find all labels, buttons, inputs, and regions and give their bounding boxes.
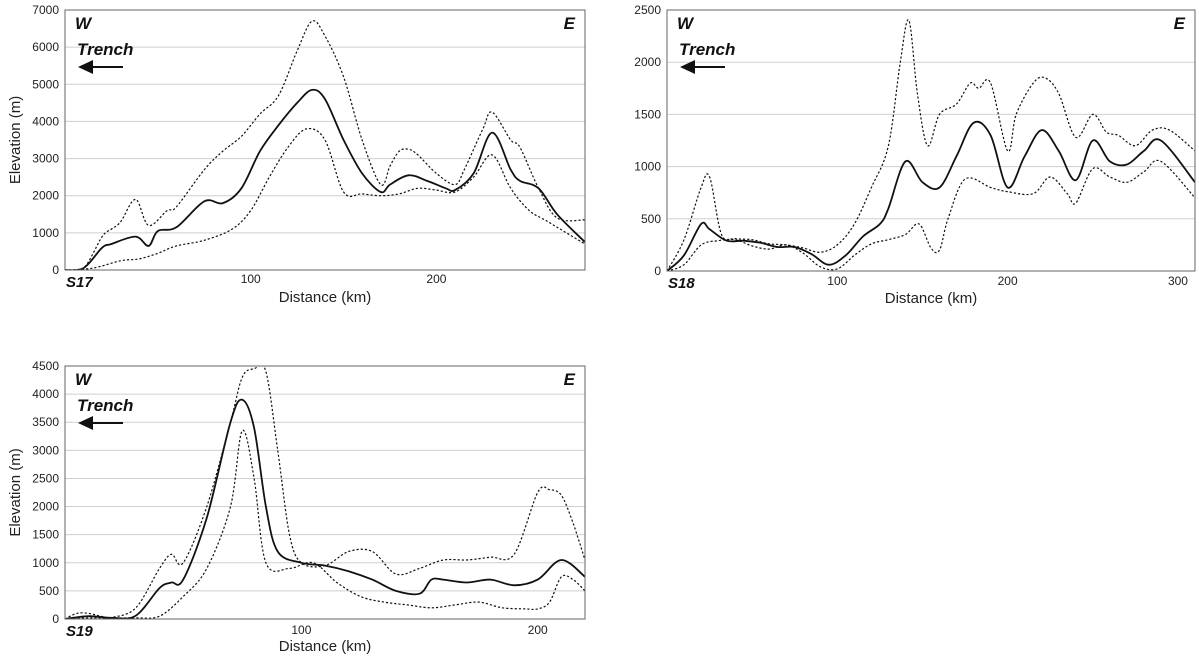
s19-east-label: E [564, 370, 576, 389]
s18-ytick-label: 500 [641, 212, 661, 226]
s17-x-axis-title: Distance (km) [279, 289, 372, 306]
s19-profile-label: S19 [66, 623, 93, 640]
s18-envelope-line-2 [667, 159, 1195, 271]
s18-ytick-label: 2000 [634, 55, 661, 69]
s18-ytick-label: 1000 [634, 160, 661, 174]
chart-s17: 0 1000 2000 3000 4000 5000 6000 7000 100 200 W E Tre… [7, 3, 586, 306]
s17-west-label: W [75, 14, 93, 33]
s19-ytick-label: 0 [52, 612, 59, 626]
s19-xtick-label: 200 [528, 623, 548, 637]
s17-y-axis-title: Elevation (m) [7, 96, 24, 184]
s17-ytick-label: 0 [52, 263, 59, 277]
s17-envelope-line-2 [65, 127, 585, 270]
s18-xtick-label: 300 [1168, 274, 1188, 288]
s17-profile-label: S17 [66, 274, 93, 291]
s19-ytick-label: 4500 [32, 359, 59, 373]
s19-mean-line-1 [65, 398, 585, 619]
s19-ytick-label: 2000 [32, 500, 59, 514]
s18-plot-frame [666, 9, 1196, 272]
s17-ytick-label: 2000 [32, 189, 59, 203]
s19-y-axis-title: Elevation (m) [7, 448, 24, 536]
s17-trench-label: Trench [77, 40, 133, 59]
s17-ytick-label: 5000 [32, 77, 59, 91]
s17-xtick-label: 100 [241, 272, 261, 286]
s17-ytick-label: 1000 [32, 226, 59, 240]
s17-trench-arrow-icon [78, 60, 93, 74]
s17-envelope-line-0 [65, 20, 585, 270]
s18-ytick-label: 1500 [634, 107, 661, 121]
s19-west-label: W [75, 370, 93, 389]
s18-east-label: E [1174, 14, 1186, 33]
s19-x-axis-title: Distance (km) [279, 638, 372, 655]
s17-plot-frame [64, 9, 586, 271]
s18-trench-label: Trench [679, 40, 735, 59]
s18-profile-label: S18 [668, 275, 695, 292]
s19-envelope-line-2 [65, 429, 585, 619]
s19-ytick-label: 1500 [32, 528, 59, 542]
s19-trench-label: Trench [77, 396, 133, 415]
s17-ytick-label: 4000 [32, 114, 59, 128]
s17-ytick-label: 6000 [32, 40, 59, 54]
s18-xtick-label: 200 [998, 274, 1018, 288]
s19-envelope-line-0 [65, 366, 585, 619]
s19-ytick-label: 4000 [32, 387, 59, 401]
s18-mean-line-1 [667, 120, 1195, 271]
s19-ytick-label: 3000 [32, 443, 59, 457]
s18-x-axis-title: Distance (km) [885, 290, 978, 307]
s17-ytick-label: 3000 [32, 152, 59, 166]
s19-ytick-label: 500 [39, 584, 59, 598]
s19-ytick-label: 3500 [32, 415, 59, 429]
s18-ytick-label: 0 [654, 264, 661, 278]
s19-xtick-label: 100 [291, 623, 311, 637]
s19-trench-arrow-icon [78, 416, 93, 430]
s19-ytick-label: 2500 [32, 471, 59, 485]
s17-xtick-label: 200 [426, 272, 446, 286]
s18-envelope-line-0 [667, 19, 1195, 271]
s17-mean-line-1 [65, 88, 585, 270]
chart-s18: 0 500 1000 1500 2000 2500 100 200 300 W E Trench S18… [634, 3, 1196, 307]
chart-s19: 0 500 1000 1500 2000 2500 3000 3500 4000 4500 100 2… [7, 359, 586, 655]
s18-xtick-label: 100 [827, 274, 847, 288]
s17-east-label: E [564, 14, 576, 33]
s18-ytick-label: 2500 [634, 3, 661, 17]
s19-plot-frame [64, 365, 586, 620]
s18-trench-arrow-icon [680, 60, 695, 74]
s17-ytick-label: 7000 [32, 3, 59, 17]
s19-ytick-label: 1000 [32, 556, 59, 570]
s18-west-label: W [677, 14, 695, 33]
